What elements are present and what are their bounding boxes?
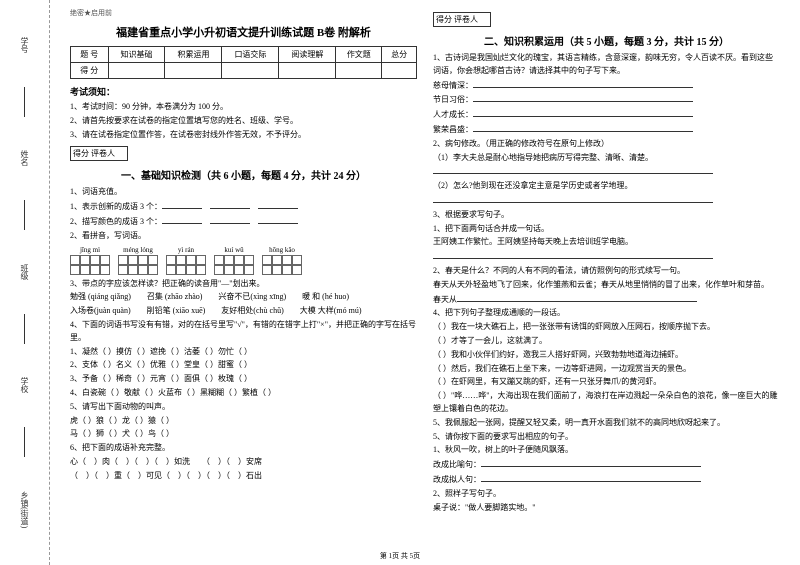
notice-line: 3、请在试卷指定位置作答，在试卷密封线外作答无效，不予评分。 [70,129,417,142]
q2-4-item: （ ）在虾网里，有又蹦又跳的虾，还有一只张牙舞爪/的黄河虾。 [433,376,780,389]
q6-title: 6、把下面的成语补充完整。 [70,442,417,455]
q2-1-item: 节日习俗： [433,93,780,107]
blank [433,194,780,208]
q2-3-line2: 春天从天外轻盈地飞了回来，化作雏燕和云雀；春天从地里悄悄的冒了出来，化作草叶和芽… [433,279,780,292]
score-table: 题 号 知识基础 积累运用 口语交际 阅读理解 作文题 总分 得 分 [70,46,417,79]
q6-line: 心（ ）肉（ ）（ ）（ ）如洗 （ ）（ ）安席 [70,456,417,469]
q3-line: 入场卷(juàn quàn) 削铅笔 (xiāo xuē) 友好相处(chù c… [70,305,417,318]
q2-1-item: 人才成长： [433,108,780,122]
q3-line: 勉强 (qiáng qiǎng) 召集 (zhāo zhào) 兴奋不已(xìn… [70,291,417,304]
score-cell: 得 分 [71,63,109,79]
q2-1-title: 1、古诗词是我国灿烂文化的瑰宝，其语言精练，含意深邃，韵味无穷，令人百读不厌。看… [433,52,780,78]
score-cell: 阅读理解 [279,47,336,63]
sidebar-line [24,200,25,230]
q2-4-title: 4、把下列句子整理成通顺的一段话。 [433,307,780,320]
q2-title: 2、看拼音，写词语。 [70,230,417,243]
pinyin-grid: jīng mì méng lóng yì rán kuí wǔ hōng kǎo [70,246,417,275]
section1-heading: 一、基础知识检测（共 6 小题，每题 4 分，共计 24 分） [70,167,417,182]
score-cell: 总分 [382,47,417,63]
score-box: 得分 评卷人 [70,146,128,161]
q2-5-sub: 5、请你按下面的要求写出相应的句子。 [433,431,780,444]
q2-4-item: （ ）才等了一会儿，这就满了。 [433,335,780,348]
q2-3-title: 3、根据要求写句子。 [433,209,780,222]
left-column: 绝密★启用前 福建省重点小学小升初语文提升训练试题 B卷 附解析 题 号 知识基… [62,8,425,557]
notice-line: 2、请首先按要求在试卷的指定位置填写您的姓名、班级、学号。 [70,115,417,128]
score-cell [382,63,417,79]
score-cell: 作文题 [336,47,382,63]
sidebar-line [24,427,25,457]
score-cell: 题 号 [71,47,109,63]
secret-tag: 绝密★启用前 [70,8,417,18]
notice-line: 1、考试时间：90 分钟，本卷满分为 100 分。 [70,101,417,114]
q2-3-sub2: 2、春天是什么？不同的人有不同的看法，请仿照例句的形式续写一句。 [433,265,780,278]
right-column: 得分 评卷人 二、知识积累运用（共 5 小题，每题 3 分，共计 15 分） 1… [425,8,788,557]
score-cell [165,63,222,79]
q2-3-line3: 春天从 [433,293,780,307]
score-cell [336,63,382,79]
notice-title: 考试须知： [70,85,417,98]
q2-4-item: （ ）我和小伙伴们约好，邀我三人搭好虾网，兴致勃勃地道海边捕虾。 [433,349,780,362]
blank [433,250,780,264]
q4-line: 1、凝然（ ）摸仿（ ）遮挽（ ）沽萎（ ）勿忙（ ） [70,346,417,359]
q2-5-item: 改成拟人句： [433,473,780,487]
q2-1-item: 慈母情深： [433,79,780,93]
sidebar-line [24,87,25,117]
exam-title: 福建省重点小学小升初语文提升训练试题 B卷 附解析 [70,24,417,40]
score-cell: 知识基础 [108,47,165,63]
sidebar-label-id: 学号 [19,37,30,53]
q2-4-item: （ ）然后，我们在礁石上坐下来，一边等虾进网，一边观赏当天的景色。 [433,363,780,376]
q2-5-item: 桌子说："做人要脚踏实地。" [433,502,780,515]
q1-sub1: 1、表示创新的成语 3 个： [70,200,417,214]
q2-2-line: （2）怎么?他到现在还没拿定主意是学历史或者学地理。 [433,180,780,193]
section2-heading: 二、知识积累运用（共 5 小题，每题 3 分，共计 15 分） [433,33,780,48]
q4-line: 4、白瓷碗（ ）敬献（ ）火蓝布（ ）黑糊糊（ ）繁植（ ） [70,387,417,400]
q6-line: （ ）（ ）重（ ）可见（ ）（ ）（ ）（ ）石出 [70,470,417,483]
score-cell [222,63,279,79]
sidebar-line [24,314,25,344]
q2-3-sub: 1、把下面两句话合并成一句话。 [433,223,780,236]
q2-2-title: 2、病句修改。（用正确的修改符号在原句上修改） [433,138,780,151]
q1-title: 1、词语充值。 [70,186,417,199]
q4-title: 4、下面的词语书写没有有错，对的在括号里写"√"，有错的在错字上打"×"，并把正… [70,319,417,345]
q4-line: 2、支体（ ）名义（ ）优雅（ ）堂皇（ ）甜蜜（ ） [70,359,417,372]
q2-5-title: 5、我佩服起一张网，提醒又轻又柔，明一真开水面我们就不的高同地欣呀起来了。 [433,417,780,430]
q5-line: 马（ ）狮（ ）犬（ ）鸟（ ） [70,428,417,441]
q4-line: 3、予备（ ）稀奇（ ）元宵（ ）面俱（ ）枚瑰（ ） [70,373,417,386]
page-footer: 第 1页 共 5页 [380,551,420,561]
q2-1-item: 繁荣昌盛： [433,123,780,137]
sidebar-label-school: 学校 [19,377,30,393]
q2-3-line: 王阿姨工作繁忙。王阿姨坚持每天晚上去培训班学电脑。 [433,236,780,249]
score-cell: 积累运用 [165,47,222,63]
q2-2-line: （1）李大夫总是耐心地指导她把病历写得完整、清晰、清楚。 [433,152,780,165]
score-box: 得分 评卷人 [433,12,491,27]
q2-5-item: 2、照样子写句子。 [433,488,780,501]
blank [433,165,780,179]
q1-sub2: 2、描写颜色的成语 3 个： [70,215,417,229]
sidebar-label-name: 姓名 [19,150,30,166]
binding-sidebar: 学号 姓名 班级 学校 乡镇(街道) [0,0,50,565]
q2-5-item: 1、秋风一吹，树上的叶子便随风飘落。 [433,444,780,457]
q5-line: 虎（ ）狼（ ）龙（ ）猿（ ） [70,415,417,428]
sidebar-label-class: 班级 [19,264,30,280]
q2-5-item: 改成比喻句： [433,458,780,472]
sidebar-label-town: 乡镇(街道) [19,491,30,528]
score-cell: 口语交际 [222,47,279,63]
main-content: 绝密★启用前 福建省重点小学小升初语文提升训练试题 B卷 附解析 题 号 知识基… [50,0,800,565]
q2-4-item: （ ）"哗……哗"，大海出现在我们面前了，海浪打在岸边溅起一朵朵白色的浪花，像一… [433,390,780,416]
score-cell [108,63,165,79]
q2-4-item: （ ）我在一块大礁石上，把一张张带有诱饵的虾网放入压网石，按顺序抛下去。 [433,321,780,334]
q3-title: 3、带点的字应该怎样读？把正确的读音用"—"划出来。 [70,278,417,291]
q5-title: 5、请写出下面动物的叫声。 [70,401,417,414]
score-cell [279,63,336,79]
